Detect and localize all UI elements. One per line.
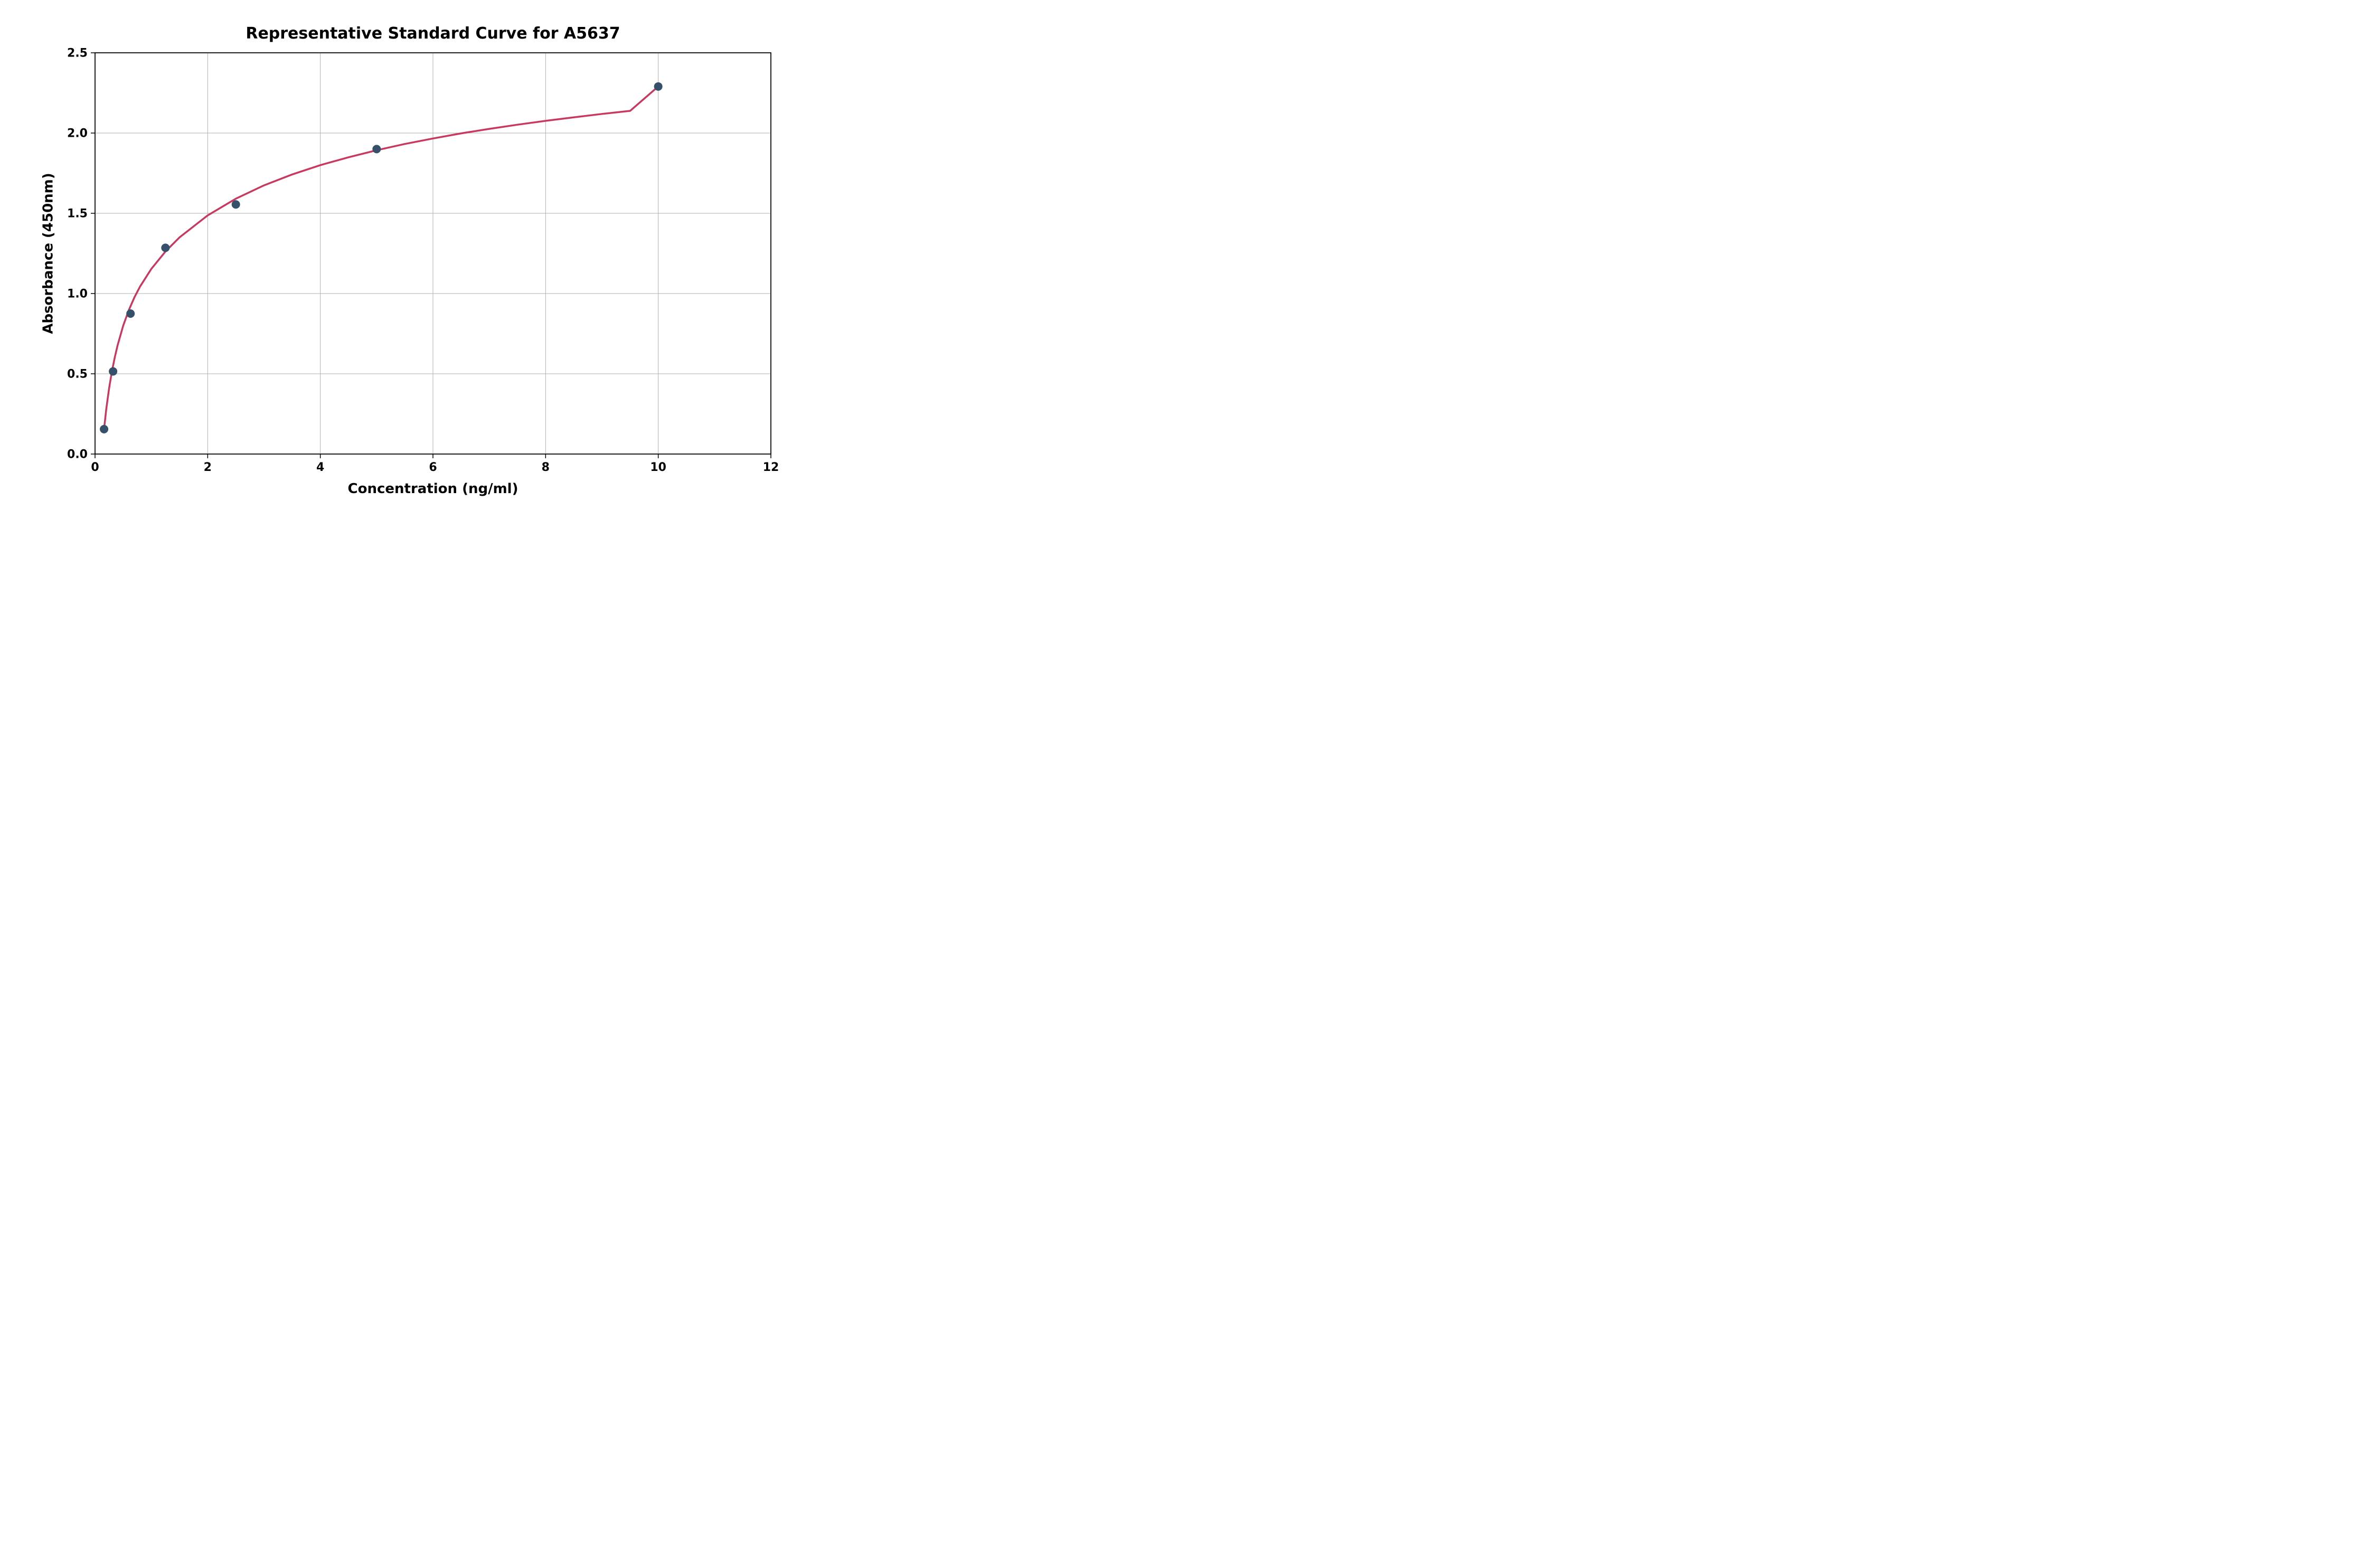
x-axis-label: Concentration (ng/ml) xyxy=(348,481,518,497)
xtick-label: 2 xyxy=(204,461,212,474)
data-point xyxy=(109,367,117,375)
xtick-label: 4 xyxy=(316,461,324,474)
ytick-label: 1.5 xyxy=(67,207,88,221)
xtick-label: 10 xyxy=(650,461,666,474)
chart-container: 0 2 4 6 8 10 12 0.0 0.5 1.0 1.5 2.0 2.5 Concentration… xyxy=(0,0,792,523)
ytick-label: 0.5 xyxy=(67,368,88,381)
data-point xyxy=(232,200,240,209)
y-axis-label: Absorbance (450nm) xyxy=(41,173,56,334)
chart-svg: 0 2 4 6 8 10 12 0.0 0.5 1.0 1.5 2.0 2.5 Concentration… xyxy=(0,0,792,523)
xtick-label: 6 xyxy=(429,461,437,474)
chart-title: Representative Standard Curve for A5637 xyxy=(246,24,620,43)
data-point xyxy=(372,145,381,153)
xtick-label: 8 xyxy=(542,461,550,474)
ytick-label: 2.0 xyxy=(67,127,88,140)
ytick-label: 0.0 xyxy=(67,448,88,461)
ytick-label: 2.5 xyxy=(67,47,88,60)
data-point xyxy=(100,425,108,433)
data-point xyxy=(161,243,169,252)
ytick-label: 1.0 xyxy=(67,288,88,301)
xtick-label: 12 xyxy=(763,461,779,474)
data-point xyxy=(654,82,663,91)
chart-background xyxy=(0,0,792,523)
data-point xyxy=(126,309,135,318)
xtick-label: 0 xyxy=(91,461,99,474)
